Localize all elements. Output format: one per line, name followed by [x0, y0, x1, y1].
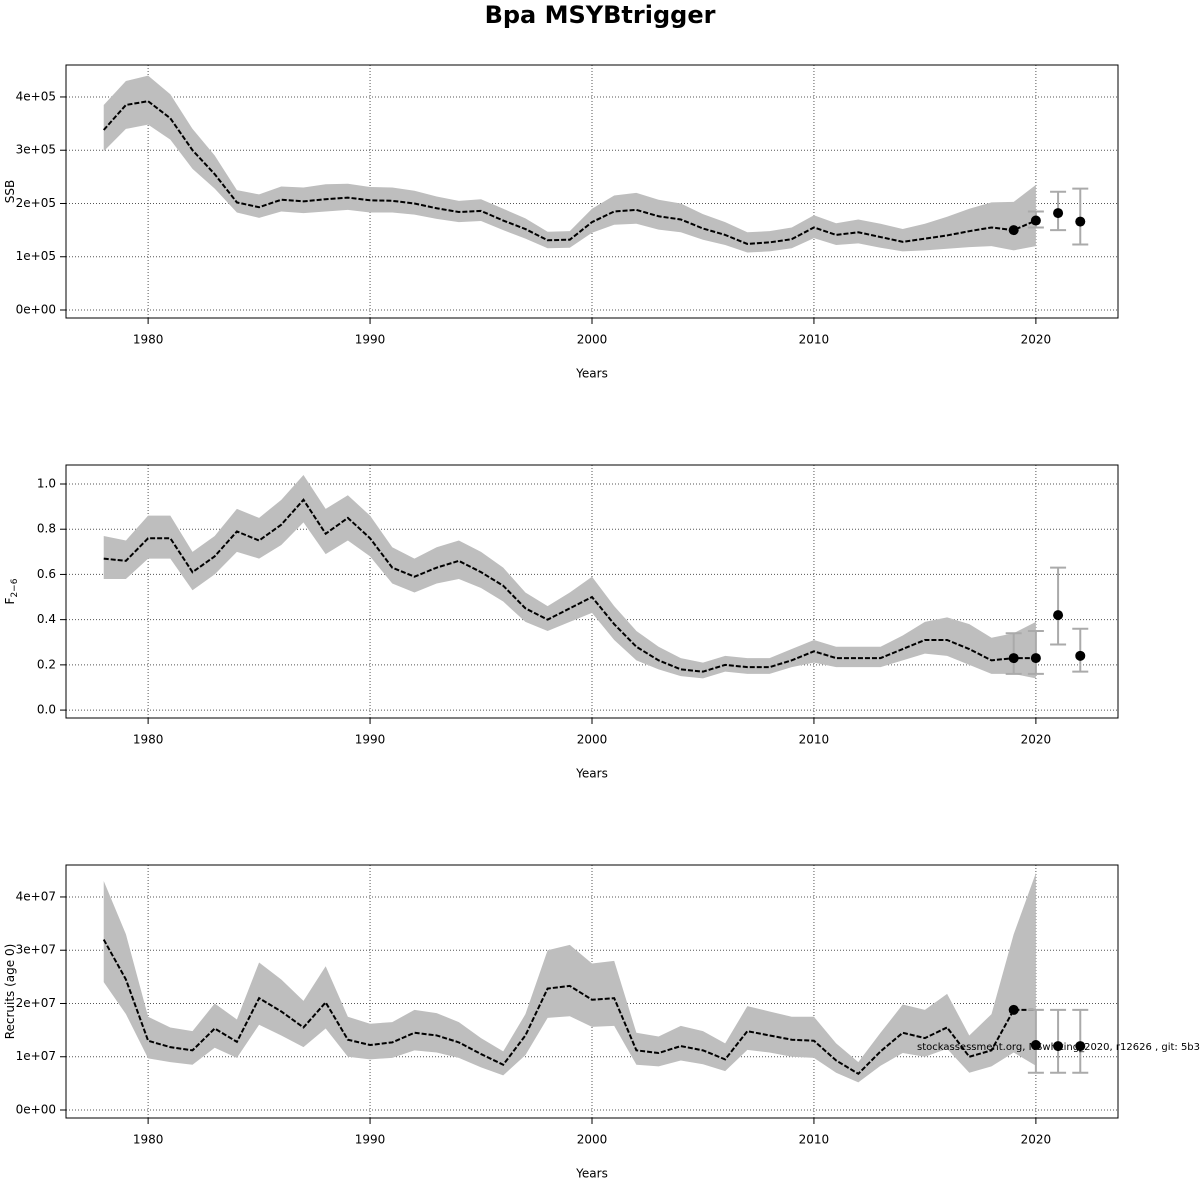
x-tick-label: 2020	[1021, 733, 1052, 747]
chart-title: Bpa MSYBtrigger	[485, 1, 716, 29]
x-tick-label: 2010	[799, 333, 830, 347]
forecast-point	[1075, 1041, 1086, 1052]
estimate-line	[103, 498, 1036, 673]
y-tick-label: 0.2	[37, 657, 56, 671]
x-tick-label: 2000	[577, 333, 608, 347]
error-bar	[1072, 187, 1089, 246]
forecast-point	[1053, 208, 1064, 219]
forecast-point	[1075, 216, 1086, 227]
y-tick-label: 1e+05	[16, 249, 56, 263]
forecast-point	[1008, 225, 1019, 236]
y-tick-label: 3e+05	[16, 143, 56, 157]
x-tick-label: 1980	[133, 1133, 164, 1147]
estimate-line	[102, 939, 1036, 1076]
y-tick-label: 0.4	[37, 612, 56, 626]
y-tick-label: 4e+05	[16, 89, 56, 103]
x-tick-label: 2020	[1021, 1133, 1052, 1147]
y-tick-label: 0e+00	[16, 303, 56, 317]
y-tick-label: 0.8	[37, 522, 56, 536]
plot-frame	[65, 864, 1119, 1119]
x-tick-label: 2000	[577, 733, 608, 747]
confidence-band	[103, 872, 1036, 1083]
y-tick-label: 4e+07	[16, 889, 56, 903]
x-tick-label: 1990	[355, 1133, 386, 1147]
x-axis-label: Years	[575, 367, 608, 381]
plot-frame	[65, 64, 1119, 319]
y-tick-label: 0.0	[37, 703, 56, 717]
y-axis-label: F2−6	[3, 578, 20, 604]
y-axis-label-main: SSB	[3, 180, 17, 203]
forecast-point	[1030, 215, 1041, 226]
plot-frame	[65, 464, 1119, 719]
forecast-point	[1053, 610, 1064, 621]
forecast-point	[1008, 653, 1019, 664]
y-axis-label: Recruits (age 0)	[3, 944, 17, 1040]
confidence-band	[103, 474, 1036, 679]
x-axis-label: Years	[575, 767, 608, 781]
forecast-point	[1008, 1004, 1019, 1015]
y-tick-label: 2e+05	[16, 196, 56, 210]
y-tick-label: 2e+07	[16, 996, 56, 1010]
x-tick-label: 1990	[355, 333, 386, 347]
x-tick-label: 1990	[355, 733, 386, 747]
confidence-band	[103, 75, 1036, 253]
x-axis-label: Years	[575, 1167, 608, 1181]
forecast-point	[1030, 653, 1041, 664]
footnote: stockassessment.org, NSwhiting_2020, r12…	[917, 1042, 1200, 1053]
y-tick-label: 3e+07	[16, 943, 56, 957]
y-tick-label: 0e+00	[16, 1103, 56, 1117]
x-tick-label: 1980	[133, 733, 164, 747]
forecast-point	[1053, 1041, 1064, 1052]
y-axis-label-main: F	[3, 597, 17, 604]
x-tick-label: 2010	[799, 733, 830, 747]
forecast-point	[1030, 1040, 1041, 1051]
forecast-point	[1075, 650, 1086, 661]
x-tick-label: 2020	[1021, 333, 1052, 347]
y-axis-label: SSB	[3, 180, 17, 203]
y-tick-label: 1.0	[37, 476, 56, 490]
error-bar	[1072, 627, 1089, 673]
x-tick-label: 1980	[133, 333, 164, 347]
estimate-line	[102, 100, 1037, 245]
y-axis-label-main: Recruits (age 0)	[3, 944, 17, 1040]
y-tick-label: 1e+07	[16, 1049, 56, 1063]
x-tick-label: 2000	[577, 1133, 608, 1147]
y-tick-label: 0.6	[37, 567, 56, 581]
error-bar	[1027, 629, 1044, 675]
y-axis-label-subscript: 2−6	[10, 578, 20, 597]
error-bar	[1050, 566, 1067, 646]
x-tick-label: 2010	[799, 1133, 830, 1147]
